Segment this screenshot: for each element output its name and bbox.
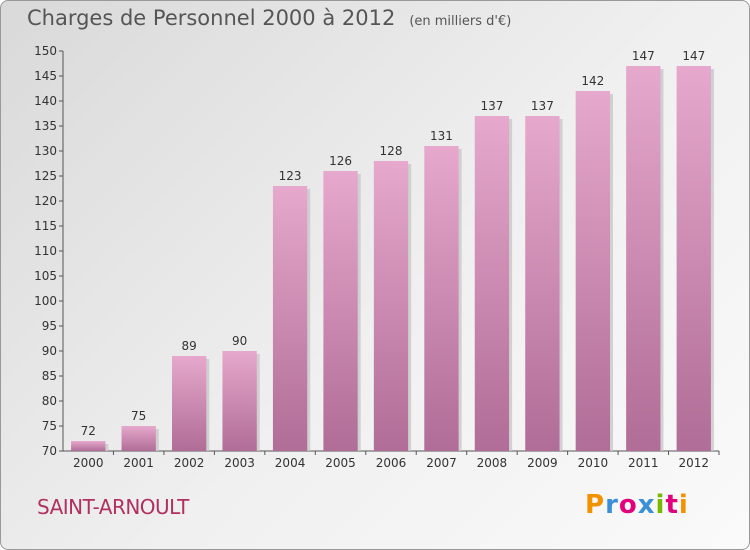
bar-value-label: 137 xyxy=(531,99,554,113)
y-tick-label: 80 xyxy=(42,394,57,408)
y-tick-label: 105 xyxy=(34,269,57,283)
chart-title-text: Charges de Personnel 2000 à 2012 xyxy=(27,6,396,30)
logo-letter: P xyxy=(585,490,606,520)
bar-value-label: 147 xyxy=(682,49,705,63)
x-tick-label: 2000 xyxy=(73,456,104,470)
bar xyxy=(676,66,711,451)
bar xyxy=(424,146,459,451)
bar xyxy=(171,356,207,451)
logo-letter: i xyxy=(655,490,666,520)
x-tick-label: 2010 xyxy=(578,456,609,470)
logo-letter: t xyxy=(665,490,679,520)
bar xyxy=(71,441,106,451)
y-tick-label: 95 xyxy=(42,319,57,333)
commune-name: SAINT-ARNOULT xyxy=(37,495,189,519)
y-tick-label: 130 xyxy=(34,144,57,158)
bar xyxy=(121,426,156,451)
bar-value-label: 123 xyxy=(279,169,302,183)
bar xyxy=(474,116,510,451)
x-tick-label: 2005 xyxy=(325,456,356,470)
logo-letter: o xyxy=(618,490,638,520)
bar-value-label: 147 xyxy=(632,49,655,63)
bar-value-label: 131 xyxy=(430,129,453,143)
bar-value-label: 75 xyxy=(131,409,146,423)
bar-value-label: 128 xyxy=(380,144,403,158)
y-tick-label: 85 xyxy=(42,369,57,383)
x-tick-label: 2011 xyxy=(628,456,659,470)
bar-value-label: 126 xyxy=(329,154,352,168)
x-tick-label: 2006 xyxy=(376,456,407,470)
bar xyxy=(222,351,257,451)
y-tick-label: 110 xyxy=(34,244,57,258)
x-tick-label: 2012 xyxy=(678,456,709,470)
chart-title: Charges de Personnel 2000 à 2012 (en mill… xyxy=(27,6,511,30)
y-tick-label: 135 xyxy=(34,119,57,133)
x-tick-label: 2001 xyxy=(123,456,154,470)
x-tick-label: 2009 xyxy=(527,456,558,470)
bar xyxy=(323,171,358,451)
bar xyxy=(626,66,661,451)
bar xyxy=(272,186,308,451)
y-tick-label: 120 xyxy=(34,194,57,208)
proxiti-logo: Proxiti xyxy=(585,490,689,520)
logo-letter: i xyxy=(678,490,689,520)
x-tick-label: 2003 xyxy=(224,456,255,470)
y-tick-label: 70 xyxy=(42,444,57,458)
y-tick-label: 125 xyxy=(34,169,57,183)
x-tick-label: 2008 xyxy=(477,456,508,470)
logo-letter: r xyxy=(605,490,619,520)
y-tick-label: 100 xyxy=(34,294,57,308)
bar xyxy=(525,116,560,451)
y-tick-label: 140 xyxy=(34,94,57,108)
y-tick-label: 150 xyxy=(34,44,57,58)
logo-letter: x xyxy=(637,490,656,520)
y-tick-label: 145 xyxy=(34,69,57,83)
bar-value-label: 72 xyxy=(81,424,96,438)
bar-value-label: 142 xyxy=(581,74,604,88)
y-tick-label: 115 xyxy=(34,219,57,233)
bar-value-label: 137 xyxy=(480,99,503,113)
x-tick-label: 2002 xyxy=(174,456,205,470)
chart-subtitle: (en milliers d'€) xyxy=(409,14,512,29)
y-tick-label: 75 xyxy=(42,419,57,433)
bar xyxy=(373,161,409,451)
bar-value-label: 89 xyxy=(182,339,197,353)
x-tick-label: 2004 xyxy=(275,456,306,470)
bar xyxy=(575,91,611,451)
y-tick-label: 90 xyxy=(42,344,57,358)
x-tick-label: 2007 xyxy=(426,456,457,470)
bar-value-label: 90 xyxy=(232,334,247,348)
